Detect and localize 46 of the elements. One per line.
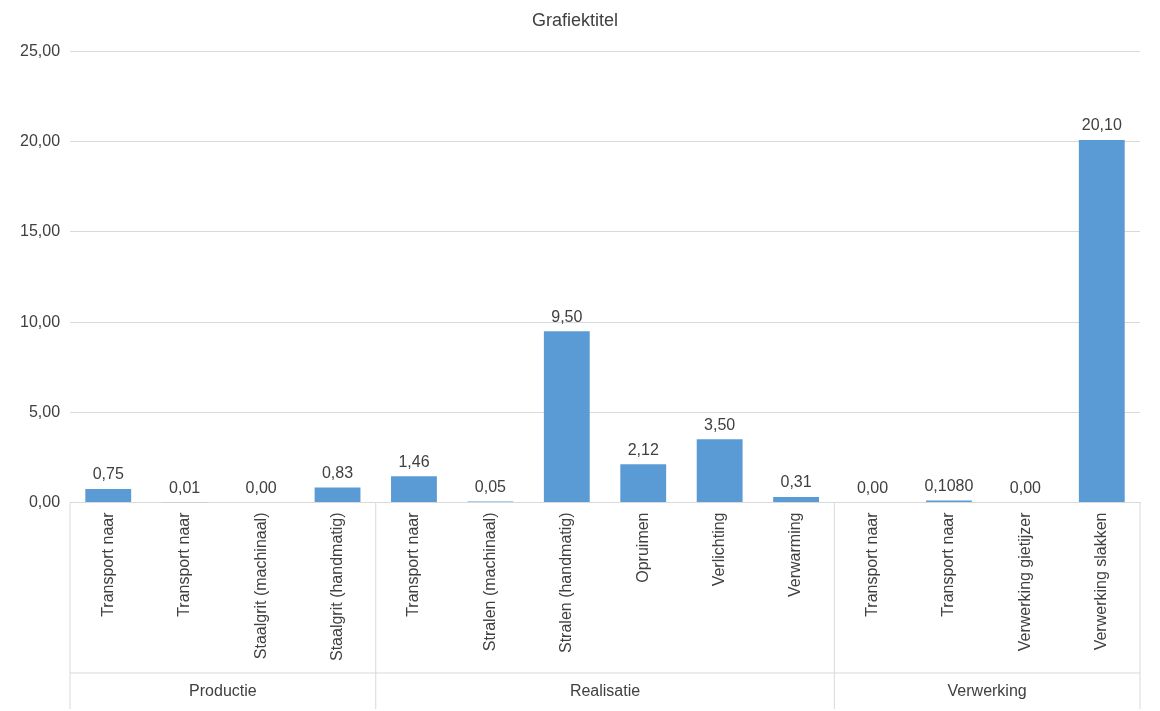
x-tick-label: Transport naar	[98, 511, 116, 617]
bar	[696, 439, 743, 502]
x-tick-label: Verwerking slakken	[1092, 512, 1110, 651]
bar	[1078, 139, 1125, 502]
x-tick-label: Staalgrit (machinaal)	[251, 512, 269, 660]
data-label: 0,00	[245, 478, 277, 496]
y-tick-label: 0,00	[28, 492, 61, 510]
data-label: 0,31	[780, 473, 812, 491]
data-label: 0,01	[169, 478, 201, 496]
y-tick-label: 15,00	[19, 222, 61, 240]
data-label: 0,75	[92, 465, 124, 483]
data-label: 3,50	[704, 415, 736, 433]
x-tick-label: Verlichting	[710, 512, 728, 587]
data-label: 0,00	[1009, 478, 1042, 496]
data-label: 9,50	[551, 307, 583, 325]
x-tick-label: Transport naar	[862, 511, 880, 617]
text: Realisatie	[569, 682, 641, 700]
y-tick-label: 5,00	[28, 402, 61, 420]
data-label: 0,83	[321, 463, 354, 481]
bar	[543, 331, 590, 502]
x-tick-label: Verwerking gietijzer	[1015, 511, 1033, 652]
bar	[314, 487, 361, 502]
chart-title: Grafiektitel	[531, 9, 619, 30]
x-tick-label: Stralen (machinaal)	[480, 512, 498, 652]
bar	[391, 476, 437, 502]
data-label: 1,46	[398, 452, 430, 470]
data-label: 0,00	[856, 478, 889, 496]
data-label: 2,12	[627, 440, 659, 458]
y-tick-label: 20,00	[19, 132, 61, 150]
x-tick-label: Transport naar	[939, 511, 957, 617]
bar	[85, 488, 132, 502]
x-tick-label: Verwarming	[786, 512, 804, 597]
bar	[773, 496, 820, 502]
x-tick-label: Transport naar	[404, 511, 422, 617]
x-tick-label: Opruimen	[633, 512, 651, 583]
y-tick-label: 25,00	[19, 42, 61, 60]
x-tick-label: Transport naar	[175, 511, 193, 617]
bar	[620, 464, 667, 502]
y-tick-label: 10,00	[19, 312, 61, 330]
data-label: 20,10	[1081, 116, 1122, 134]
x-tick-label: Stralen (handmatig)	[557, 512, 575, 653]
data-label: 0,05	[474, 477, 507, 495]
text: Verwerking	[947, 682, 1027, 700]
text: Productie	[189, 682, 257, 700]
x-tick-label: Staalgrit (handmatig)	[327, 512, 345, 661]
data-label: 0,1080	[924, 476, 974, 494]
